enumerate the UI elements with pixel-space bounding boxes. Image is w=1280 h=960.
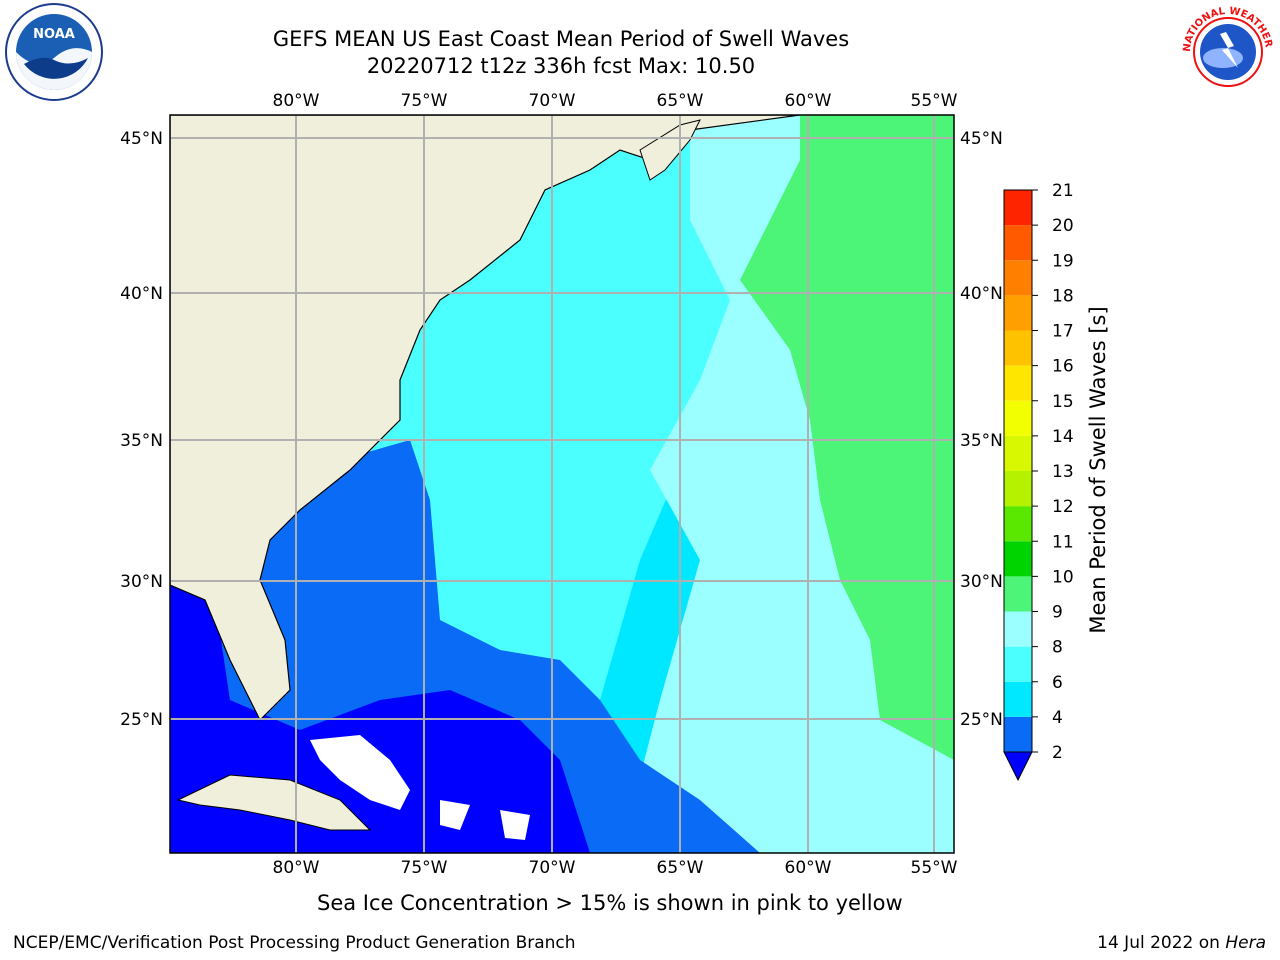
- footer-date: 14 Jul 2022 on Hera: [1097, 933, 1266, 953]
- colorbar-swatch: [1004, 260, 1032, 296]
- colorbar-tick-label: 11: [1052, 532, 1074, 552]
- chart-subtitle: 20220712 t12z 336h fcst Max: 10.50: [366, 54, 756, 78]
- colorbar-tick-label: 15: [1052, 392, 1074, 412]
- colorbar-swatch: [1004, 330, 1032, 366]
- colorbar-tick-label: 17: [1052, 322, 1074, 342]
- lon-label-bottom: 75°W: [401, 858, 448, 878]
- colorbar-swatch: [1004, 716, 1032, 752]
- caribbean-missing: [440, 800, 530, 840]
- lat-labels-right: 45°N 40°N 35°N 30°N 25°N: [960, 129, 1003, 730]
- colorbar-swatch: [1004, 365, 1032, 401]
- colorbar-tick-label: 10: [1052, 567, 1074, 587]
- sea-ice-note: Sea Ice Concentration > 15% is shown in …: [317, 891, 903, 915]
- lon-label-top: 65°W: [657, 91, 704, 111]
- ocean-under-2s: [170, 580, 590, 853]
- colorbar-tick-label: 9: [1052, 603, 1063, 623]
- colorbar-swatch: [1004, 646, 1032, 682]
- colorbar-tick-label: 21: [1052, 181, 1074, 201]
- colorbar-tick-label: 8: [1052, 638, 1063, 658]
- lon-label-top: 75°W: [401, 91, 448, 111]
- ocean-8-9s: [170, 115, 800, 853]
- colorbar-tick-label: 20: [1052, 216, 1074, 236]
- colorbar-swatch: [1004, 295, 1032, 331]
- lat-label-left: 30°N: [120, 572, 163, 592]
- lon-label-top: 70°W: [529, 91, 576, 111]
- lat-label-left: 40°N: [120, 284, 163, 304]
- footer-date-text: 14 Jul 2022 on: [1097, 933, 1226, 953]
- colorbar-under-triangle: [1003, 751, 1033, 782]
- lon-label-bottom: 70°W: [529, 858, 576, 878]
- footer-credit: NCEP/EMC/Verification Post Processing Pr…: [13, 933, 576, 953]
- lon-label-bottom: 65°W: [657, 858, 704, 878]
- lat-label-left: 35°N: [120, 431, 163, 451]
- colorbar-swatch: [1004, 471, 1032, 507]
- lat-label-left: 25°N: [120, 710, 163, 730]
- bahamas-missing: [310, 735, 410, 810]
- north-america-land: [170, 115, 801, 722]
- nws-logo: NATIONAL WEATHER SERVICE: [1178, 2, 1276, 100]
- footer-machine: Hera: [1225, 933, 1266, 953]
- colorbar-tick-label: 2: [1052, 743, 1063, 763]
- nova-scotia-land: [639, 119, 701, 181]
- ocean-10s-band: [740, 115, 954, 760]
- colorbar-swatch: [1004, 400, 1032, 436]
- lat-label-left: 45°N: [120, 129, 163, 149]
- lat-label-right: 45°N: [960, 129, 1003, 149]
- colorbar-frame: [1003, 189, 1033, 753]
- colorbar-swatch: [1004, 611, 1032, 647]
- colorbar-tick-label: 19: [1052, 251, 1074, 271]
- lat-label-right: 35°N: [960, 431, 1003, 451]
- lon-label-bottom: 55°W: [911, 858, 958, 878]
- lon-label-top: 55°W: [911, 91, 958, 111]
- colorbar-swatch: [1004, 506, 1032, 542]
- colorbar-tick-label: 4: [1052, 708, 1063, 728]
- colorbar-tick-label: 18: [1052, 286, 1074, 306]
- lon-label-bottom: 60°W: [785, 858, 832, 878]
- lon-label-top: 60°W: [785, 91, 832, 111]
- colorbar-tick-label: 14: [1052, 427, 1074, 447]
- colorbar-tick-label: 6: [1052, 673, 1063, 693]
- colorbar-swatch: [1004, 225, 1032, 261]
- colorbar-swatch: [1004, 435, 1032, 471]
- lon-labels-bottom: 80°W 75°W 70°W 65°W 60°W 55°W: [273, 858, 958, 878]
- map-frame: [169, 114, 955, 854]
- colorbar-swatch: [1004, 541, 1032, 577]
- colorbar: 2 4 6 8 9 10 11 12 13 14 15 16 17 18 19 20 21: [1003, 181, 1074, 782]
- lat-labels-left: 45°N 40°N 35°N 30°N 25°N: [120, 129, 163, 730]
- lon-label-top: 80°W: [273, 91, 320, 111]
- colorbar-label: Mean Period of Swell Waves [s]: [1086, 306, 1110, 633]
- noaa-logo: NOAA: [5, 3, 103, 101]
- colorbar-tick-label: 13: [1052, 462, 1074, 482]
- noaa-logo-text: NOAA: [33, 27, 75, 42]
- lon-labels-top: 80°W 75°W 70°W 65°W 60°W 55°W: [273, 91, 958, 111]
- colorbar-swatch: [1004, 681, 1032, 717]
- ocean-9s-band: [620, 115, 954, 853]
- chart-title: GEFS MEAN US East Coast Mean Period of S…: [272, 27, 850, 51]
- lat-label-right: 40°N: [960, 284, 1003, 304]
- colorbar-swatch: [1004, 190, 1032, 226]
- graticule: [170, 115, 954, 853]
- map-field: [170, 115, 954, 853]
- cuba-land: [176, 774, 372, 831]
- lat-label-right: 30°N: [960, 572, 1003, 592]
- ocean-6-8s: [170, 115, 954, 853]
- ocean-4s-band: [170, 440, 760, 853]
- colorbar-tick-label: 12: [1052, 497, 1074, 517]
- lat-label-right: 25°N: [960, 710, 1003, 730]
- colorbar-tick-label: 16: [1052, 357, 1074, 377]
- colorbar-swatch: [1004, 576, 1032, 612]
- lon-label-bottom: 80°W: [273, 858, 320, 878]
